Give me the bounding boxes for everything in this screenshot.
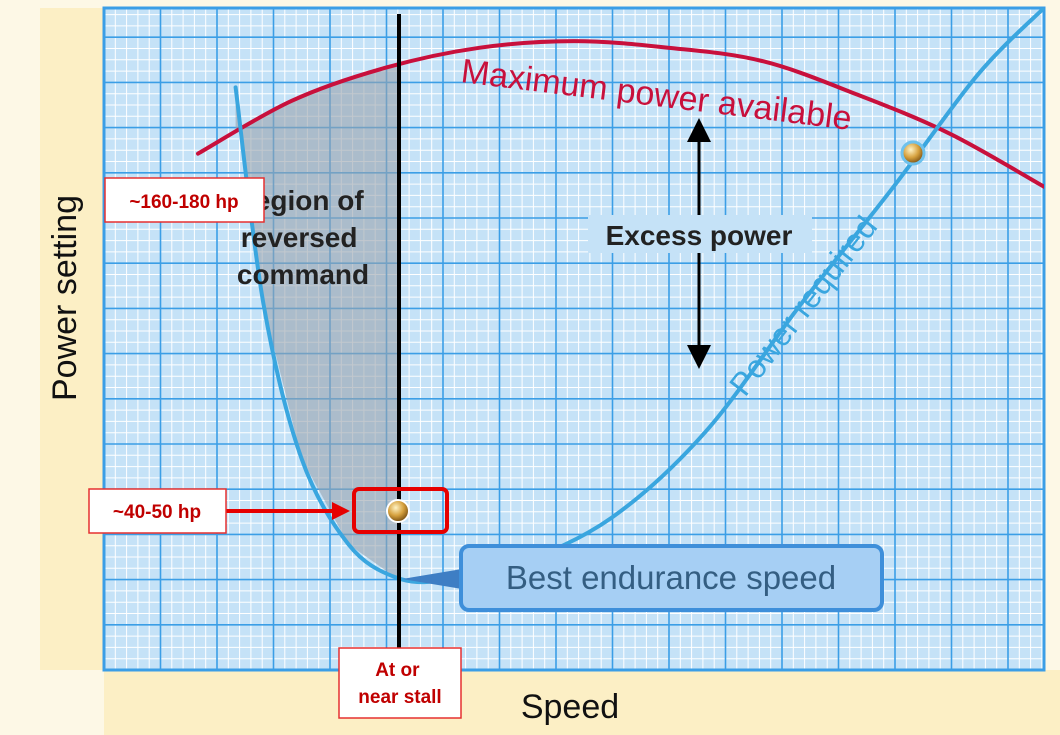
region-label-line-2: reversed	[241, 222, 358, 253]
low-power-arrow-head	[332, 502, 350, 520]
best-endurance-pointer	[402, 569, 462, 589]
best-endurance-callout	[459, 544, 884, 612]
low-power-annotation: ~40-50 hp	[113, 502, 201, 523]
x-axis-band	[104, 670, 1060, 735]
high-power-annotation-box	[104, 177, 265, 223]
best-endurance-label: Best endurance speed	[506, 559, 836, 596]
excess-power-label: Excess power	[606, 220, 793, 251]
stall-annotation-line-1: At or	[375, 660, 420, 681]
low-power-annotation-box	[88, 488, 227, 534]
region-of-reversed-command-shading	[235, 64, 399, 578]
y-axis-band	[40, 8, 104, 670]
max-power-available-line	[196, 39, 1044, 189]
plot-border	[102, 6, 1046, 672]
excess-power-label-bg	[588, 215, 812, 253]
x-axis-title: Speed	[521, 688, 619, 726]
high-power-annotation: ~160-180 hp	[129, 192, 238, 213]
max-speed-intersection-point	[900, 140, 926, 166]
stall-annotation: At or near stall	[358, 660, 441, 708]
stall-annotation-line-2: near stall	[358, 687, 441, 708]
y-axis-title: Power setting	[46, 195, 84, 401]
region-label-line-3: command	[237, 259, 369, 290]
stall-annotation-box	[338, 647, 462, 719]
best-endurance-point	[386, 499, 410, 523]
low-power-highlight-box	[352, 487, 449, 534]
